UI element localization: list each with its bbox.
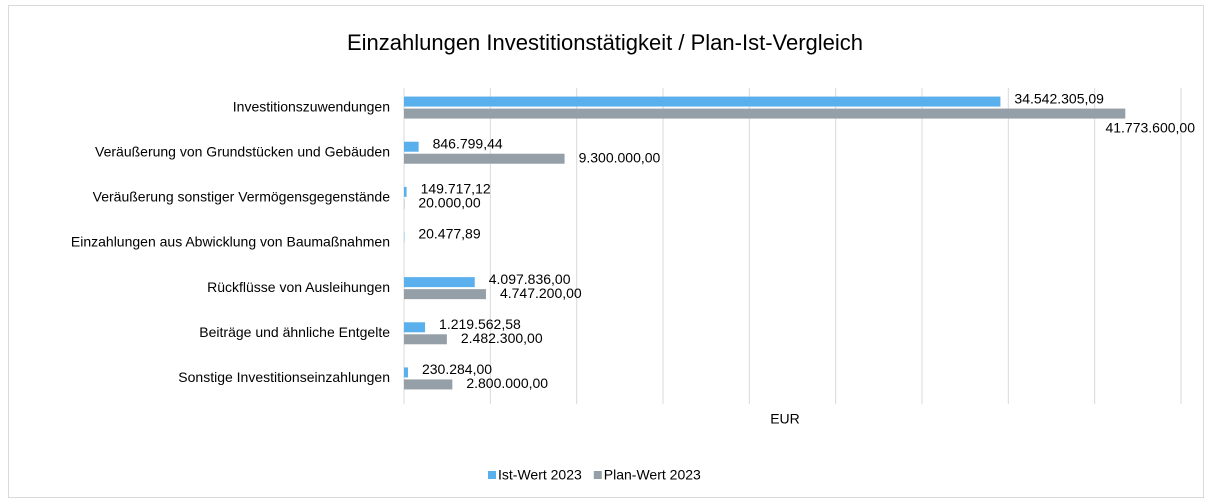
legend-swatch bbox=[593, 471, 602, 479]
bar bbox=[404, 108, 1126, 119]
bar bbox=[404, 96, 1001, 107]
legend-label: Ist-Wert 2023 bbox=[498, 467, 582, 483]
y-tick-label: Sonstige Investitionseinzahlungen bbox=[178, 369, 390, 385]
bar bbox=[404, 367, 408, 378]
bar bbox=[404, 322, 426, 333]
data-label: 20.477,89 bbox=[418, 226, 480, 242]
data-label: 4.747.200,00 bbox=[500, 285, 582, 301]
data-label: 4.097.836,00 bbox=[489, 271, 571, 287]
chart-title: Einzahlungen Investitionstätigkeit / Pla… bbox=[347, 30, 863, 55]
bar bbox=[404, 334, 447, 345]
y-tick-label: Beiträge und ähnliche Entgelte bbox=[199, 324, 390, 340]
y-tick-label: Einzahlungen aus Abwicklung von Baumaßna… bbox=[71, 234, 390, 250]
data-label: 846.799,44 bbox=[433, 135, 503, 151]
bar bbox=[404, 379, 453, 390]
bar bbox=[404, 153, 565, 164]
data-label: 1.219.562,58 bbox=[439, 316, 521, 332]
bar bbox=[404, 186, 407, 197]
data-label: 9.300.000,00 bbox=[579, 149, 661, 165]
data-label: 2.482.300,00 bbox=[461, 330, 543, 346]
chart-frame bbox=[8, 5, 1204, 498]
bar bbox=[404, 277, 475, 288]
y-tick-label: Veräußerung von Grundstücken und Gebäude… bbox=[95, 143, 390, 159]
bar bbox=[404, 141, 419, 152]
legend-label: Plan-Wert 2023 bbox=[604, 467, 701, 483]
y-tick-label: Rückflüsse von Ausleihungen bbox=[207, 279, 390, 295]
data-label: 2.800.000,00 bbox=[466, 375, 548, 391]
data-label: 230.284,00 bbox=[422, 361, 492, 377]
data-label: 149.717,12 bbox=[421, 181, 491, 197]
y-tick-label: Veräußerung sonstiger Vermögensgegenstän… bbox=[93, 189, 391, 205]
x-axis-label: EUR bbox=[770, 411, 800, 427]
legend-swatch bbox=[488, 471, 496, 479]
data-label: 34.542.305,09 bbox=[1014, 90, 1104, 106]
bar bbox=[404, 289, 486, 300]
y-tick-label: Investitionszuwendungen bbox=[233, 98, 390, 114]
data-label: 20.000,00 bbox=[418, 195, 480, 211]
data-label: 41.773.600,00 bbox=[1105, 119, 1195, 135]
